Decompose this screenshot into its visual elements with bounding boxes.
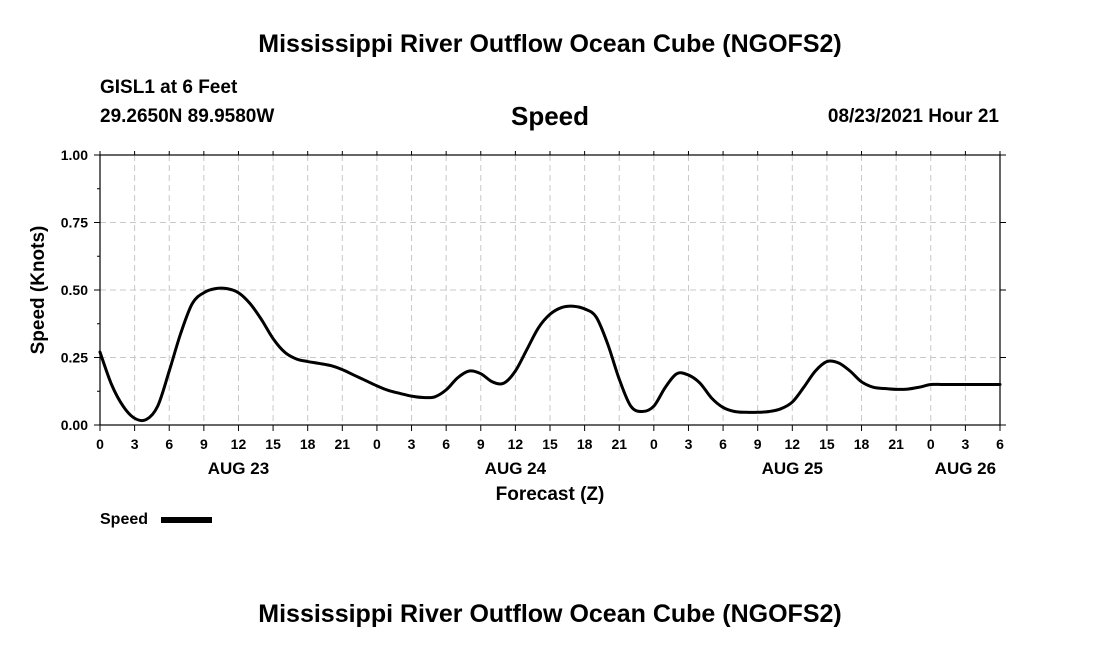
series-line-speed: [98, 286, 1002, 423]
x-tick-label: 9: [754, 436, 762, 452]
legend-label: Speed: [100, 511, 148, 528]
x-tick-label: 6: [996, 436, 1004, 452]
x-tick-label: 3: [961, 436, 969, 452]
x-tick-label: 0: [373, 436, 381, 452]
x-tick-label: 15: [265, 436, 281, 452]
x-tick-label: 0: [96, 436, 104, 452]
y-tick-label: 0.00: [61, 417, 88, 433]
x-tick-label: 15: [542, 436, 558, 452]
day-label: AUG 26: [935, 459, 996, 478]
station-label: GISL1 at 6 Feet: [100, 77, 238, 98]
day-label: AUG 24: [485, 459, 547, 478]
y-tick-label: 0.50: [61, 282, 88, 298]
x-tick-label: 9: [477, 436, 485, 452]
x-tick-label: 21: [335, 436, 351, 452]
x-tick-label: 6: [165, 436, 173, 452]
x-tick-label: 21: [611, 436, 627, 452]
x-tick-label: 12: [508, 436, 524, 452]
x-tick-label: 18: [854, 436, 870, 452]
y-tick-label: 0.75: [61, 215, 88, 231]
forecast-datetime: 08/23/2021 Hour 21: [827, 106, 999, 127]
day-labels: AUG 23 AUG 24 AUG 25 AUG 26: [208, 459, 996, 478]
x-tick-label: 21: [888, 436, 904, 452]
x-tick-label: 3: [131, 436, 139, 452]
plot-frame: [99, 154, 1001, 426]
x-tick-label: 12: [231, 436, 247, 452]
y-tick-label: 0.25: [61, 350, 88, 366]
x-tick-label: 9: [200, 436, 208, 452]
x-tick-label: 0: [927, 436, 935, 452]
axes: [94, 151, 1006, 431]
x-tick-label: 0: [650, 436, 658, 452]
y-tick-labels: 0.00 0.25 0.50 0.75 1.00: [61, 147, 88, 433]
variable-title: Speed: [510, 101, 590, 131]
x-tick-label: 3: [685, 436, 693, 452]
x-tick-label: 18: [577, 436, 593, 452]
grid-lines: [100, 155, 1000, 425]
x-tick-label: 6: [442, 436, 450, 452]
day-label: AUG 23: [208, 459, 269, 478]
coordinates-label: 29.2650N 89.9580W: [100, 106, 275, 127]
x-tick-label: 3: [408, 436, 416, 452]
x-tick-label: 12: [785, 436, 801, 452]
x-axis-label: Forecast (Z): [496, 484, 605, 505]
x-tick-label: 18: [300, 436, 316, 452]
series-layer: [98, 286, 1002, 423]
x-tick-label: 15: [819, 436, 835, 452]
chart-title-top: Mississippi River Outflow Ocean Cube (NG…: [258, 30, 842, 58]
y-tick-label: 1.00: [61, 147, 88, 163]
chart-title-bottom: Mississippi River Outflow Ocean Cube (NG…: [258, 600, 842, 628]
x-tick-label: 6: [719, 436, 727, 452]
day-label: AUG 25: [762, 459, 823, 478]
y-axis-label: Speed (Knots): [28, 226, 49, 355]
x-tick-labels: 0 3 6 9 12 15 18 21 0 3 6 9 12 15 18 21 0 3 6 9 12 15 18 21 0 3 6: [96, 436, 1004, 452]
